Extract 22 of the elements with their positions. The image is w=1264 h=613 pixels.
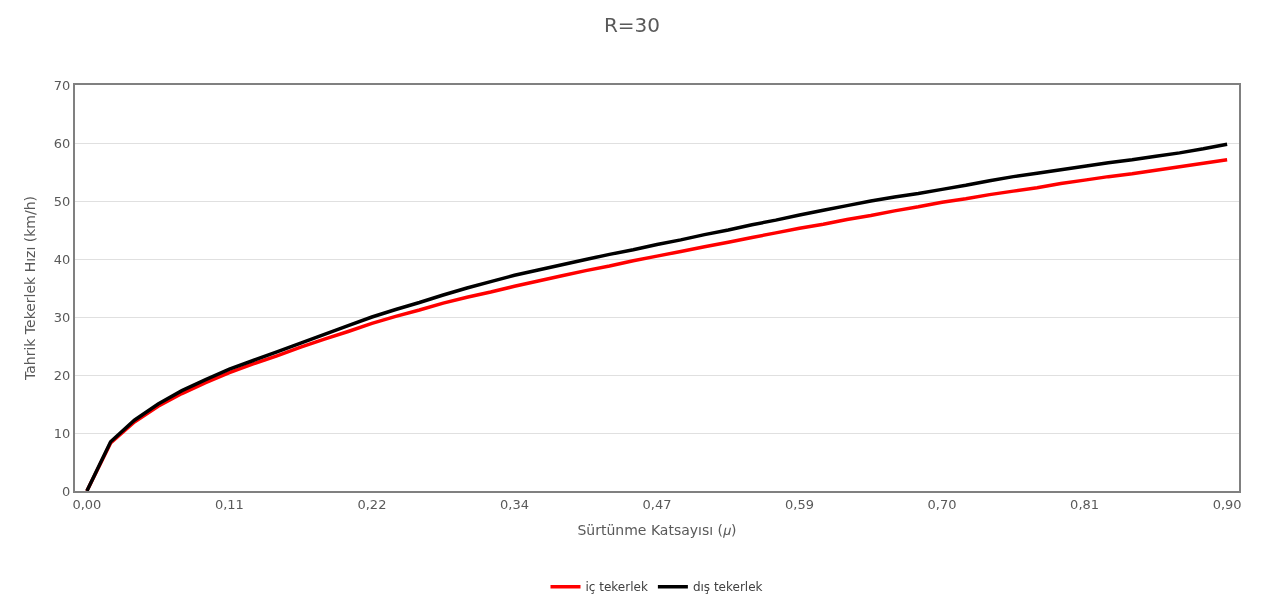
legend-label: iç tekerlek xyxy=(585,580,648,595)
y-tick-label: 50 xyxy=(53,193,71,209)
y-tick-label: 10 xyxy=(53,425,71,441)
y-tick-label: 60 xyxy=(53,135,71,151)
chart-title: R=30 xyxy=(603,13,661,38)
x-tick-label: 0,00 xyxy=(72,496,102,512)
y-tick-label: 20 xyxy=(53,367,71,383)
y-tick-label: 30 xyxy=(53,309,71,325)
y-axis-title: Tahrik Tekerlek Hızı (km/h) xyxy=(21,195,38,382)
x-tick-label: 0,81 xyxy=(1070,496,1100,512)
y-tick-label: 70 xyxy=(53,77,71,93)
y-tick-label: 40 xyxy=(53,251,71,267)
x-tick-label: 0,90 xyxy=(1212,496,1242,512)
x-tick-label: 0,47 xyxy=(642,496,672,512)
legend-label: dış tekerlek xyxy=(692,580,763,595)
x-tick-label: 0,70 xyxy=(927,496,957,512)
y-tick-label: 0 xyxy=(62,483,71,499)
x-tick-label: 0,22 xyxy=(357,496,387,512)
x-tick-label: 0,11 xyxy=(214,496,244,512)
x-axis-title: Sürtünme Katsayısı (𝜇) xyxy=(577,522,737,539)
x-tick-label: 0,59 xyxy=(785,496,815,512)
x-tick-label: 0,34 xyxy=(499,496,529,512)
